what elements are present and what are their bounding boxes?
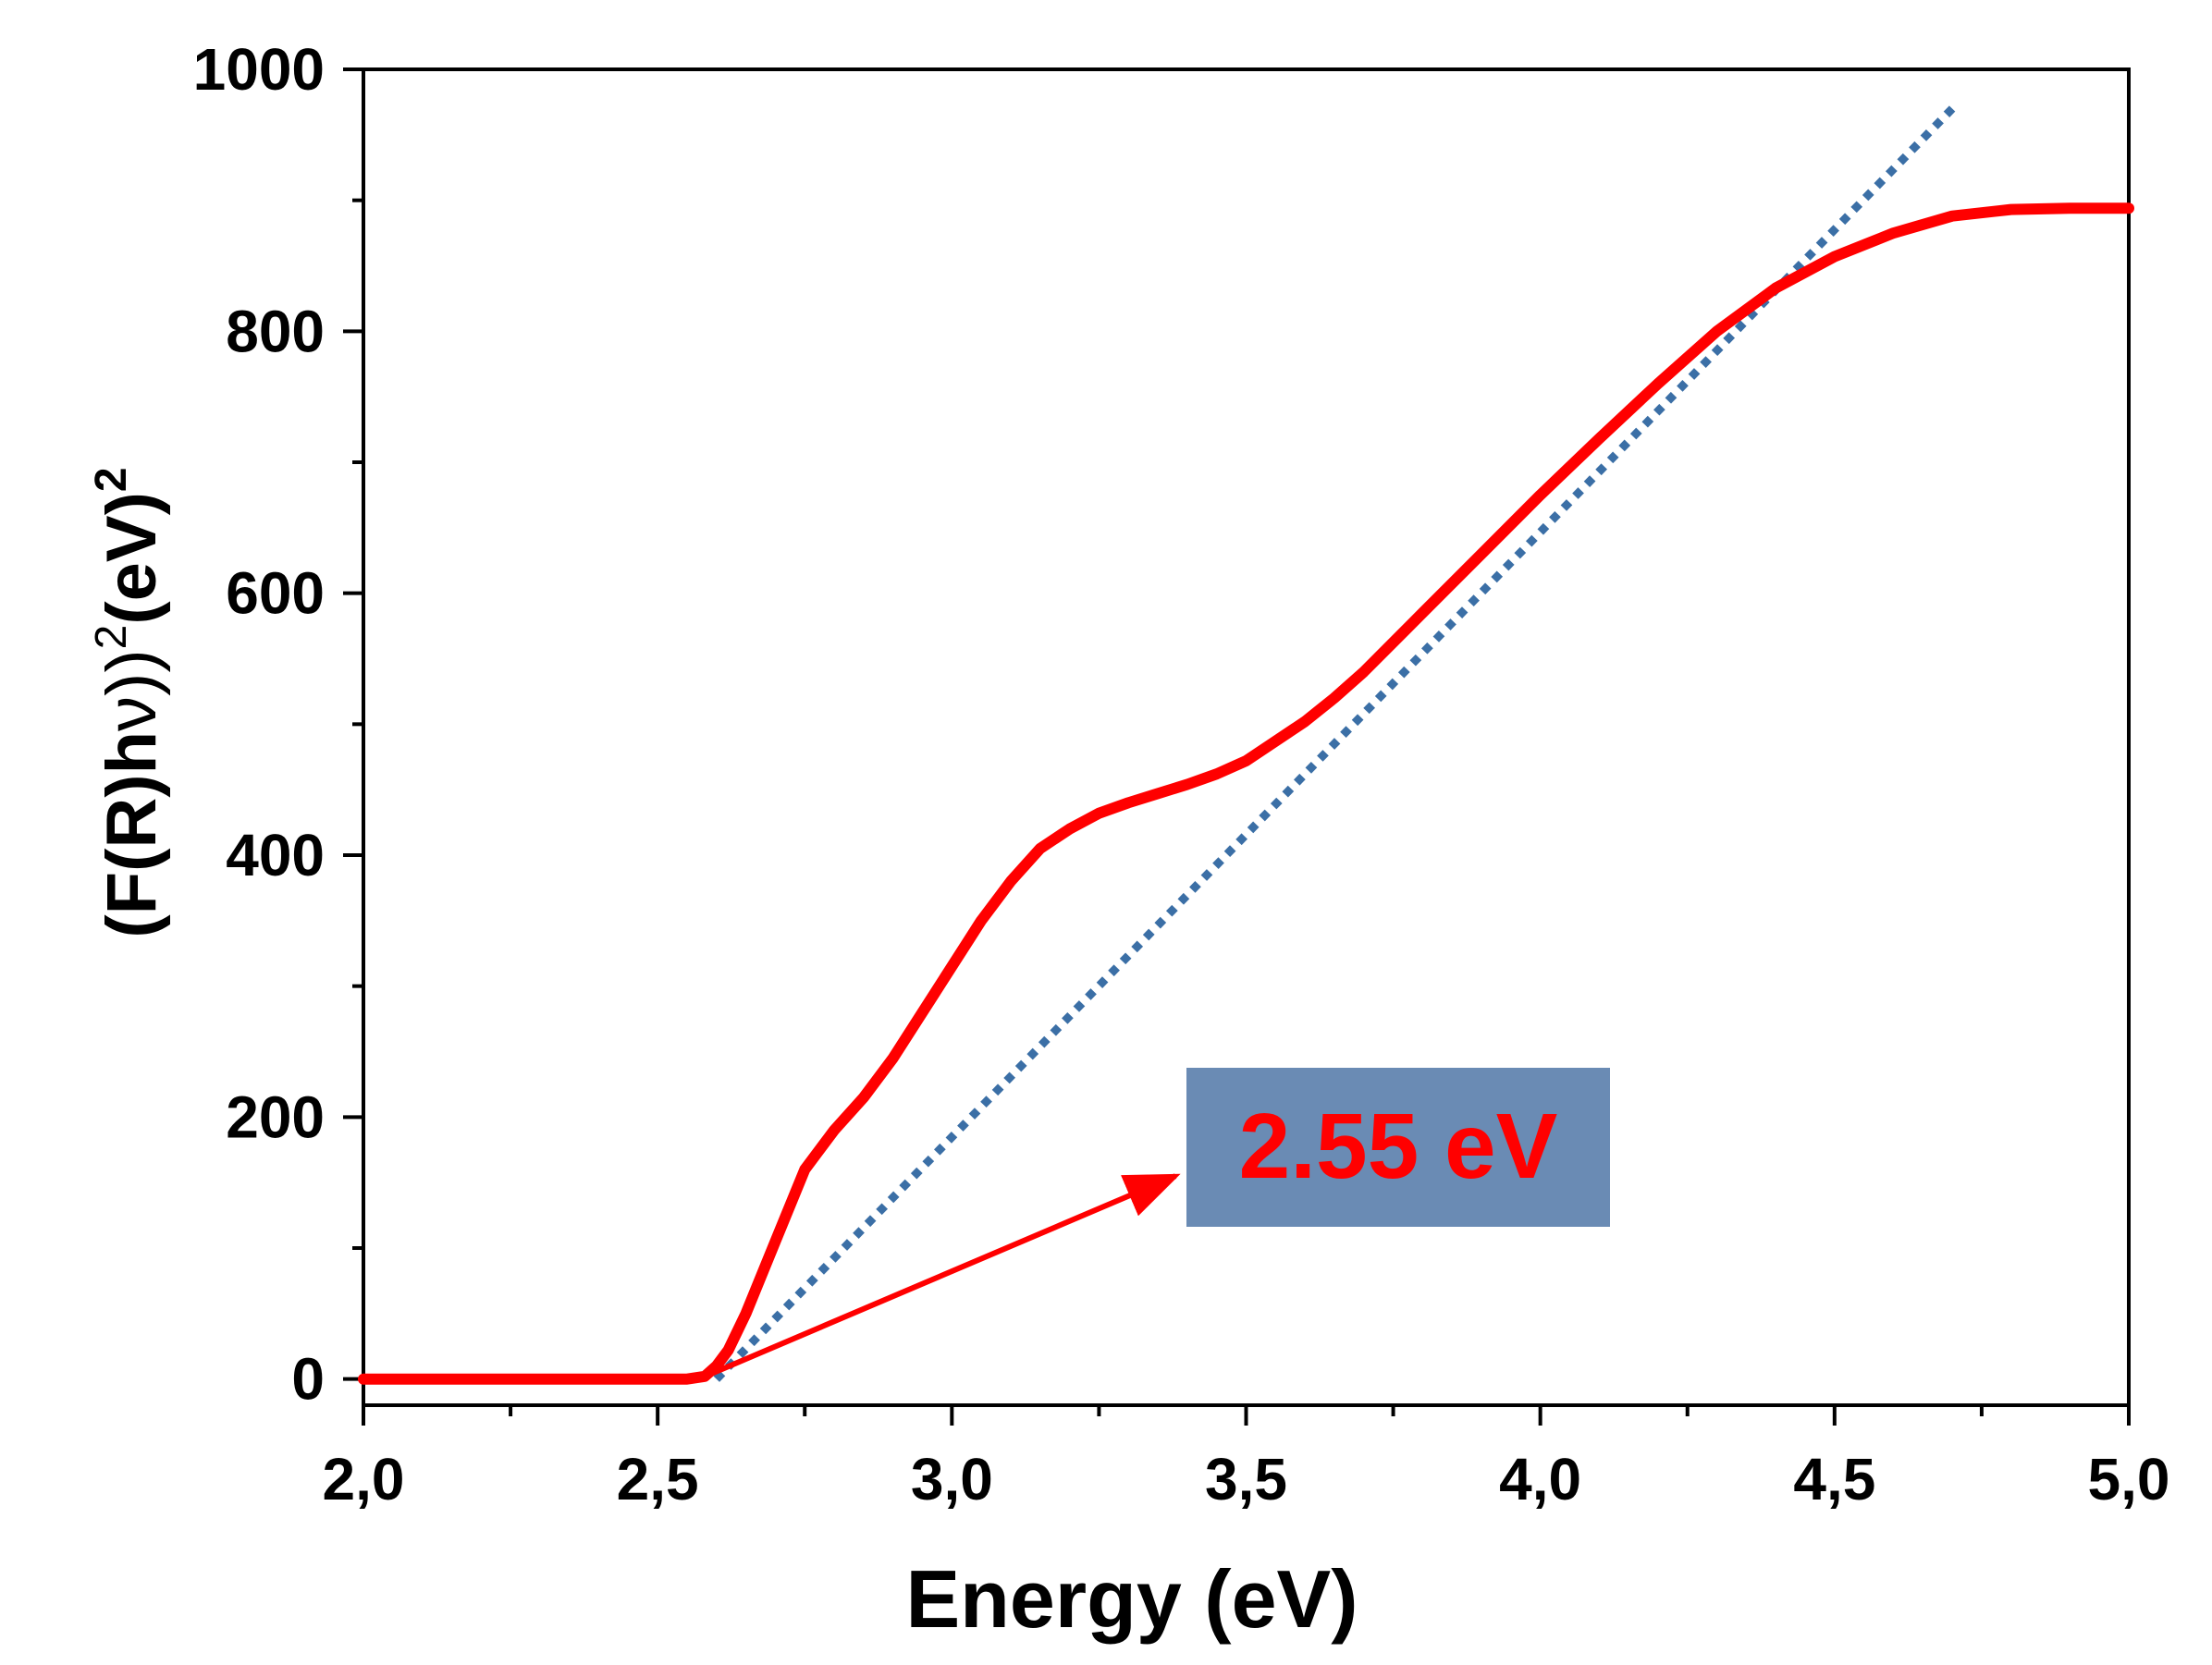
x-axis-title: Energy (eV) — [905, 1553, 1358, 1645]
minor-ticks — [352, 198, 1984, 1416]
y-tick-label: 600 — [226, 560, 325, 627]
x-tick-label: 4,0 — [1499, 1446, 1581, 1512]
y-tick-label: 800 — [226, 298, 325, 364]
y-axis-title: (F(R)hν))2(eV)2 — [87, 467, 171, 937]
y-tick-label: 400 — [226, 822, 325, 888]
y-axis-title-main: (F(R)h — [92, 731, 171, 938]
x-tick-labels: 2,0 2,5 3,0 3,5 4,0 4,5 5,0 — [323, 1446, 2170, 1512]
annotation-box — [1186, 1068, 1610, 1227]
annotation-arrow — [697, 1173, 1181, 1382]
x-tick-label: 2,5 — [617, 1446, 699, 1512]
data-curve — [358, 202, 2134, 1385]
annotation-text: 2.55 eV — [1239, 1095, 1558, 1198]
x-tick-label: 3,5 — [1205, 1446, 1287, 1512]
x-tick-label: 4,5 — [1793, 1446, 1875, 1512]
x-tick-label: 3,0 — [911, 1446, 993, 1512]
y-tick-labels: 0 200 400 600 800 1000 — [193, 36, 325, 1413]
svg-text:(F(R)hν))2(eV)2: (F(R)hν))2(eV)2 — [87, 467, 171, 937]
y-tick-label: 0 — [291, 1346, 325, 1413]
y-axis-title-unit: (eV) — [92, 492, 171, 625]
y-axis-title-sup2: 2 — [87, 467, 136, 492]
x-tick-label: 5,0 — [2088, 1446, 2170, 1512]
y-tick-label: 200 — [226, 1083, 325, 1150]
x-tick-label: 2,0 — [323, 1446, 405, 1512]
y-axis-title-nu: ν — [92, 696, 171, 731]
y-axis-title-close: )) — [92, 649, 171, 696]
fit-line — [713, 105, 1956, 1382]
y-tick-label: 1000 — [193, 36, 325, 103]
major-ticks — [343, 67, 2131, 1426]
y-axis-title-sup1: 2 — [87, 625, 136, 650]
